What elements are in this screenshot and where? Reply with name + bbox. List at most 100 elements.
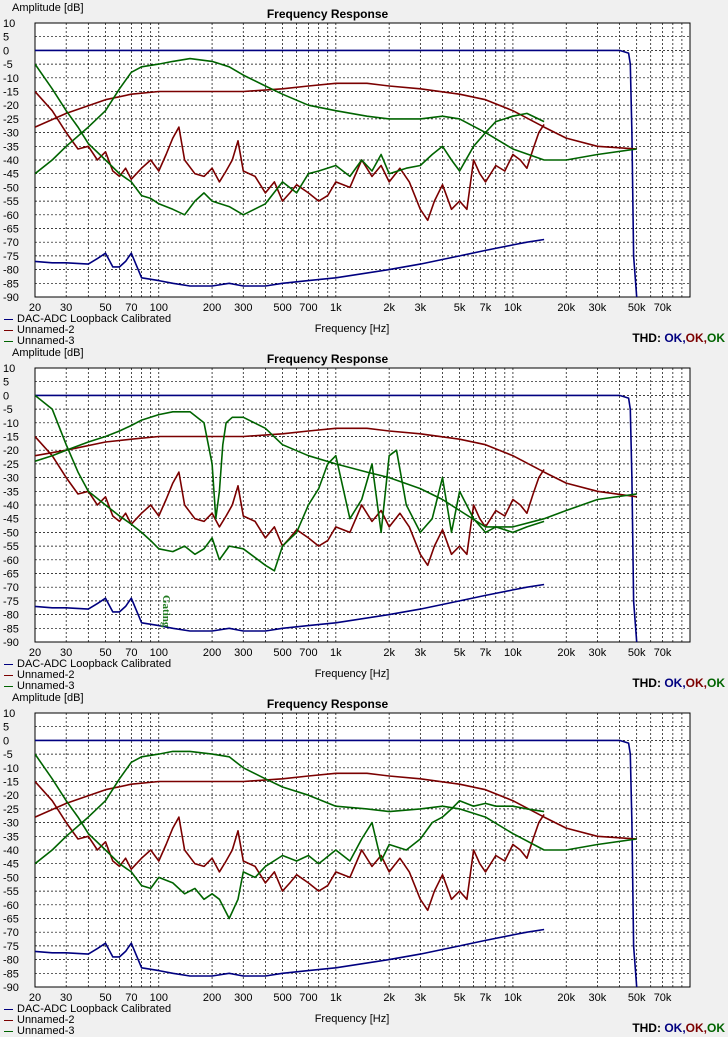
thd-status: THD: OK,OK,OK <box>632 676 725 690</box>
x-tick-label: 7k <box>480 992 492 1004</box>
thd-label: THD: <box>632 676 665 690</box>
thd-separator: , <box>703 331 707 345</box>
thd-value: OK <box>664 676 683 690</box>
y-tick-label: -60 <box>3 210 19 222</box>
thd-separator: , <box>682 676 686 690</box>
legend-label: DAC-ADC Loopback Calibrated <box>17 658 172 670</box>
y-tick-label: 0 <box>3 735 9 747</box>
legend-swatch <box>4 1020 13 1021</box>
legend-label: Unnamed-3 <box>17 1025 75 1037</box>
x-tick-label: 100 <box>150 647 168 659</box>
x-tick-label: 700 <box>299 647 317 659</box>
legend-swatch <box>4 330 13 331</box>
y-tick-label: -45 <box>3 514 19 526</box>
x-tick-label: 300 <box>234 647 252 659</box>
x-axis-label: Frequency [Hz] <box>315 323 390 335</box>
thd-separator: , <box>682 1021 686 1035</box>
y-tick-label: -75 <box>3 251 19 263</box>
thd-value: OK <box>707 331 725 345</box>
x-tick-label: 3k <box>415 647 427 659</box>
grid-lines <box>35 23 690 297</box>
y-tick-label: -20 <box>3 445 19 457</box>
y-tick-label: -15 <box>3 432 19 444</box>
series-line <box>35 238 545 287</box>
legend-label: DAC-ADC Loopback Calibrated <box>17 1003 172 1015</box>
frequency-response-chart: Frequency Response Amplitude [dB] 10 50 -5 -1… <box>3 347 691 680</box>
thd-separator: , <box>703 676 707 690</box>
y-tick-label: 5 <box>3 722 9 734</box>
x-tick-label: 50 <box>99 302 111 314</box>
x-axis-label: Frequency [Hz] <box>315 1013 390 1025</box>
x-tick-label: 10k <box>504 302 522 314</box>
y-tick-label: -5 <box>3 404 13 416</box>
thd-value: OK <box>707 676 725 690</box>
x-tick-label: 200 <box>203 302 221 314</box>
y-tick-label: -45 <box>3 859 19 871</box>
legend-swatch <box>4 664 13 665</box>
x-tick-label: 500 <box>273 992 291 1004</box>
y-tick-label: -40 <box>3 500 19 512</box>
series-line <box>35 780 545 912</box>
legend-swatch <box>4 319 13 320</box>
y-tick-label: -25 <box>3 804 19 816</box>
y-axis-label: Amplitude [dB] <box>12 347 84 359</box>
legend-swatch <box>4 1009 13 1010</box>
x-tick-label: 20 <box>29 992 41 1004</box>
series-line <box>35 583 545 632</box>
legend-item: DAC-ADC Loopback Calibrated <box>4 314 171 325</box>
y-tick-label: -90 <box>3 637 19 649</box>
legend-label: Unnamed-2 <box>17 669 75 681</box>
series-line <box>35 82 637 150</box>
series-line <box>35 427 637 498</box>
x-tick-label: 1k <box>330 992 342 1004</box>
y-tick-label: -70 <box>3 582 19 594</box>
x-tick-label: 7k <box>480 647 492 659</box>
y-tick-label: -80 <box>3 955 19 967</box>
x-tick-label: 30 <box>60 302 72 314</box>
x-tick-label: 30 <box>60 992 72 1004</box>
series-line <box>35 411 637 528</box>
x-tick-label: 70 <box>125 647 137 659</box>
y-tick-label: -30 <box>3 473 19 485</box>
legend-swatch <box>4 675 13 676</box>
y-tick-label: 5 <box>3 377 9 389</box>
series-line <box>35 90 545 222</box>
x-tick-label: 300 <box>234 302 252 314</box>
legend-swatch <box>4 686 13 687</box>
y-tick-label: -75 <box>3 941 19 953</box>
legend-item: DAC-ADC Loopback Calibrated <box>4 659 171 670</box>
x-tick-label: 1k <box>330 302 342 314</box>
y-tick-label: -65 <box>3 914 19 926</box>
frequency-response-panel: Frequency Response Amplitude [dB] 10 5 0 -5 -1… <box>0 345 728 692</box>
x-tick-label: 700 <box>299 302 317 314</box>
y-tick-label: -10 <box>3 418 19 430</box>
x-tick-label: 300 <box>234 992 252 1004</box>
y-tick-label: -80 <box>3 265 19 277</box>
y-tick-label: -80 <box>3 610 19 622</box>
legend-swatch <box>4 341 13 342</box>
y-tick-label: -90 <box>3 982 19 994</box>
x-tick-label: 3k <box>415 992 427 1004</box>
thd-separator: , <box>703 1021 707 1035</box>
chart-title: Frequency Response <box>267 7 389 21</box>
legend-label: Unnamed-2 <box>17 1014 75 1026</box>
x-tick-label: 70k <box>654 992 672 1004</box>
chart-title: Frequency Response <box>267 697 389 711</box>
y-tick-label: -50 <box>3 527 19 539</box>
legend-item: Unnamed-3 <box>4 681 171 692</box>
y-tick-label: -90 <box>3 292 19 304</box>
series-line <box>35 49 638 297</box>
x-tick-label: 20k <box>557 647 575 659</box>
legend-label: Unnamed-3 <box>17 680 75 692</box>
x-tick-label: 700 <box>299 992 317 1004</box>
legend: DAC-ADC Loopback Calibrated Unnamed-2 Unna… <box>4 1004 171 1037</box>
x-tick-label: 100 <box>150 992 168 1004</box>
x-tick-label: 50 <box>99 647 111 659</box>
y-tick-label: -85 <box>3 968 19 980</box>
y-tick-label: -25 <box>3 459 19 471</box>
y-tick-label: -50 <box>3 182 19 194</box>
x-tick-label: 30k <box>589 647 607 659</box>
legend-item: Unnamed-3 <box>4 336 171 347</box>
y-tick-label: -70 <box>3 237 19 249</box>
legend-item: DAC-ADC Loopback Calibrated <box>4 1004 171 1015</box>
